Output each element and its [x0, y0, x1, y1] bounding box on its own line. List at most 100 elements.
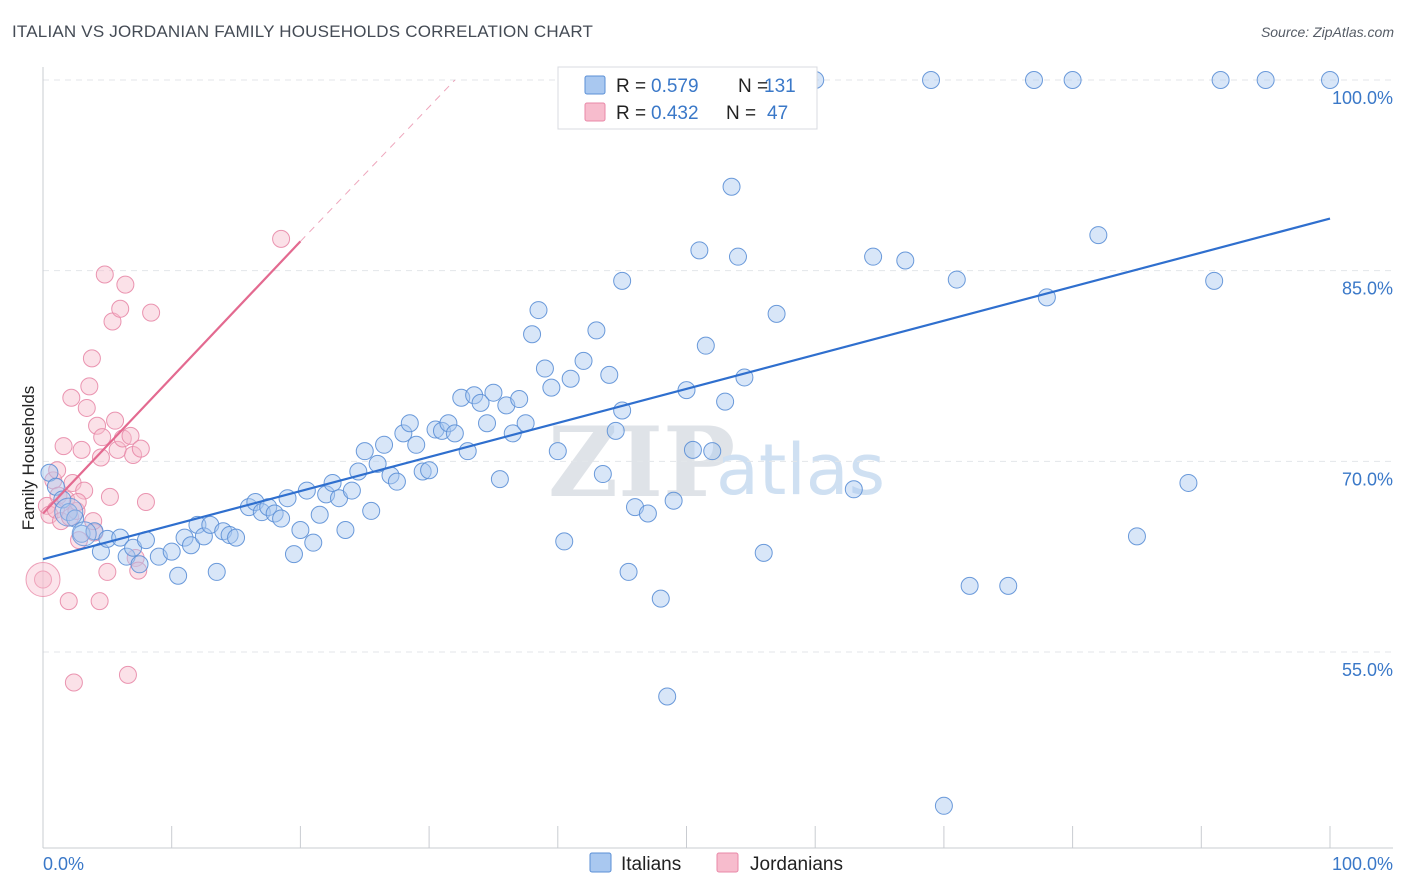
legend-r-value-italians: 0.579 [651, 76, 699, 97]
bottom-legend-swatch-italians [589, 852, 612, 873]
italians-point-109 [947, 270, 966, 289]
jordanians-point-26 [100, 487, 119, 506]
bottom-legend-label-jordanians: Jordanians [750, 854, 843, 875]
italians-point-116 [1127, 527, 1146, 546]
legend-r-label-italians: R = [616, 76, 646, 97]
italians-point-72 [535, 359, 554, 378]
y-tick-label-70: 70.0% [1342, 469, 1393, 489]
bottom-legend-swatch-jordanians [716, 852, 739, 873]
italians-point-121 [1321, 71, 1339, 89]
italians-point-31 [272, 509, 291, 528]
x-tick-label-max: 100.0% [1332, 854, 1393, 874]
jordanians-point-33 [118, 665, 137, 684]
jordanians-point-7 [54, 437, 73, 456]
italians-cluster-bubble [54, 497, 84, 527]
jordanians-point-35 [124, 445, 143, 464]
jordanians-point-17 [77, 398, 96, 417]
italians-point-42 [342, 481, 361, 500]
italians-point-119 [1211, 71, 1230, 89]
watermark-atlas: atlas [716, 429, 885, 511]
jordanians-point-22 [90, 592, 109, 611]
italians-point-68 [510, 390, 529, 409]
italians-point-54 [420, 461, 439, 480]
italians-point-88 [658, 687, 677, 706]
chart-title: ITALIAN VS JORDANIAN FAMILY HOUSEHOLDS C… [12, 22, 594, 41]
italians-point-50 [394, 424, 413, 443]
italians-point-71 [529, 301, 548, 320]
italians-point-37 [310, 505, 329, 524]
italians-point-120 [1256, 71, 1275, 89]
italians-point-100 [754, 543, 773, 562]
jordanians-point-23 [93, 428, 112, 447]
jordanians-point-45 [91, 448, 110, 467]
bottom-legend-label-italians: Italians [621, 854, 681, 875]
italians-point-97 [728, 247, 747, 266]
italians-point-57 [439, 414, 458, 433]
jordanians-point-24 [95, 265, 114, 284]
jordanians-cluster-bubble [25, 562, 61, 598]
legend-swatch-jordanians [584, 102, 606, 122]
italians-trend-line [42, 217, 1331, 561]
jordanians-point-12 [64, 673, 83, 692]
italians-point-47 [375, 435, 394, 454]
italians-point-58 [445, 424, 464, 443]
italians-point-20 [194, 527, 213, 546]
legend-r-label-jordanians: R = [616, 103, 646, 124]
jordanians-trend-extension [300, 79, 456, 242]
italians-point-45 [362, 501, 381, 520]
italians-point-91 [683, 440, 702, 459]
italians-point-107 [922, 71, 941, 89]
italians-point-117 [1179, 473, 1198, 492]
italians-point-93 [696, 336, 715, 355]
italians-point-95 [716, 392, 735, 411]
italians-point-96 [722, 177, 741, 196]
italians-point-101 [767, 304, 786, 323]
jordanians-point-0 [34, 570, 52, 589]
jordanians-point-34 [121, 426, 140, 445]
italians-point-80 [600, 365, 619, 384]
y-tick-label-85: 85.0% [1342, 279, 1393, 299]
italians-point-65 [490, 470, 509, 489]
italians-point-83 [613, 271, 632, 290]
jordanians-point-25 [98, 562, 117, 581]
italians-point-115 [1089, 226, 1108, 245]
axes [42, 67, 1393, 849]
jordanians-point-15 [72, 440, 91, 459]
italians-point-18 [182, 536, 201, 555]
italians-point-49 [387, 472, 406, 491]
jordanians-point-9 [59, 592, 78, 611]
legend-n-label-jordanians: N = [726, 103, 756, 124]
legend-box: R = 0.579 N = 131 R = 0.432 N = 47 [557, 66, 818, 130]
italians-point-92 [690, 241, 709, 260]
italians-point-3 [59, 503, 78, 522]
italians-point-52 [407, 435, 426, 454]
legend-n-value-italians: 131 [764, 76, 796, 97]
italians-point-74 [548, 442, 567, 461]
x-tick-label-min: 0.0% [43, 854, 84, 874]
italians-point-75 [555, 532, 574, 551]
jordanians-point-40 [142, 303, 161, 322]
jordanians-point-37 [129, 561, 148, 580]
italians-point-108 [934, 796, 953, 815]
italians-point-77 [574, 351, 593, 370]
italians-point-73 [542, 378, 561, 397]
italians-point-22 [207, 562, 226, 581]
italians-point-46 [368, 454, 387, 473]
italians-point-94 [703, 442, 722, 461]
italians-point-114 [1063, 71, 1082, 89]
jordanians-point-18 [80, 377, 99, 396]
jordanians-points [25, 229, 291, 692]
jordanians-point-16 [75, 481, 94, 500]
italians-point-41 [336, 520, 355, 539]
jordanians-point-39 [136, 493, 155, 512]
italians-point-81 [606, 421, 625, 440]
italians-point-86 [638, 504, 657, 523]
italians-point-12 [130, 555, 149, 574]
jordanians-point-42 [62, 388, 81, 407]
legend-n-label-italians: N = [738, 76, 768, 97]
italians-point-84 [619, 562, 638, 581]
italians-cluster-bubble-2 [71, 521, 97, 547]
jordanians-trend-line [42, 240, 302, 515]
italians-point-64 [484, 383, 503, 402]
